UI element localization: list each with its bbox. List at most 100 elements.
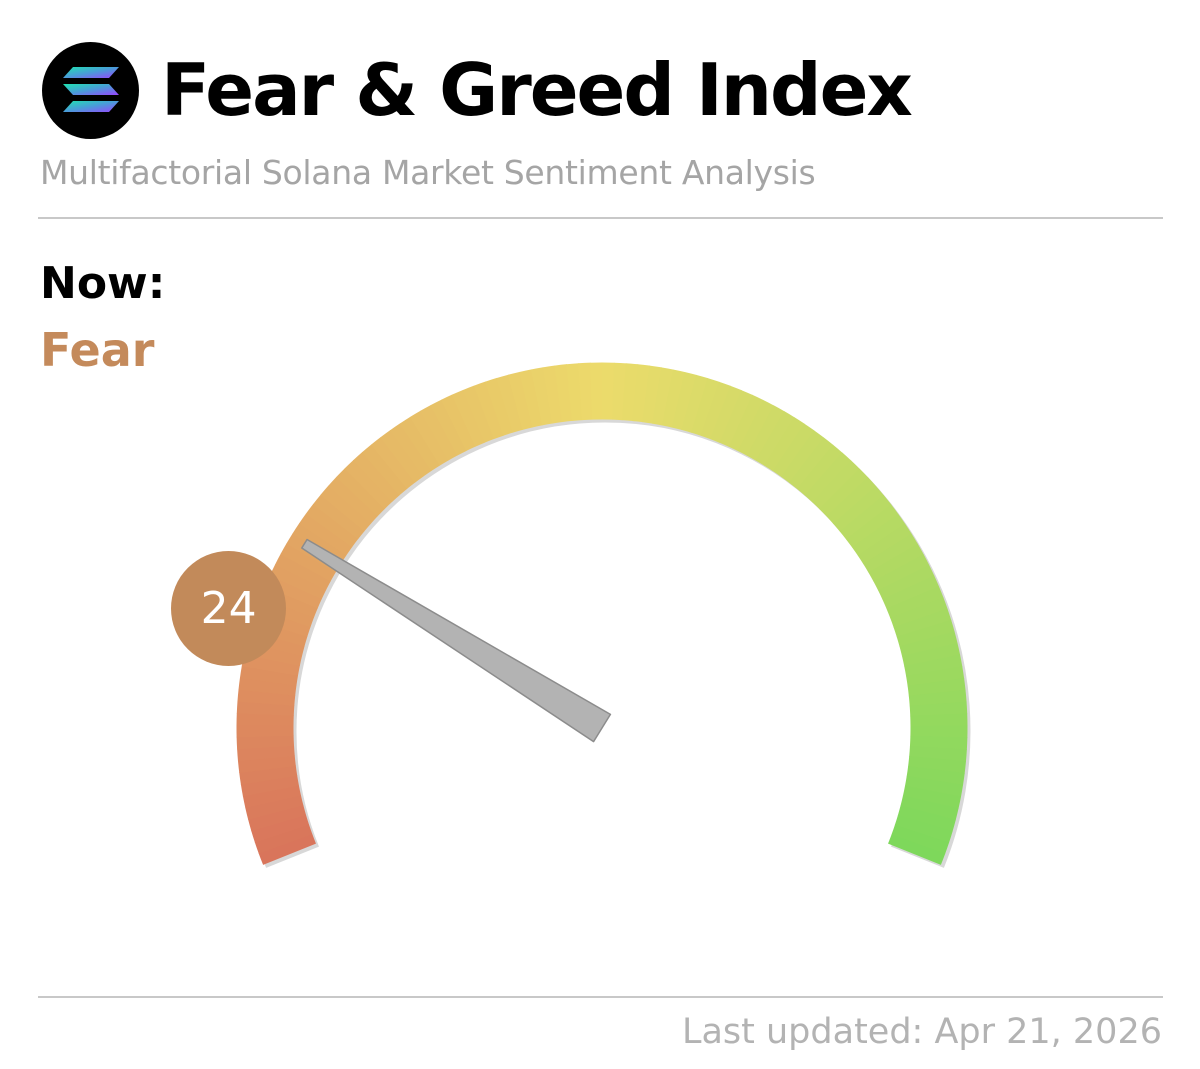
gauge-arc-segment — [746, 405, 785, 461]
gauge-arc-segment — [312, 494, 365, 540]
gauge-arc-segment — [236, 735, 295, 750]
gauge-arc-segment — [238, 677, 297, 696]
gauge-arc-segment — [897, 805, 956, 832]
gauge-arc-segment — [904, 775, 964, 798]
last-updated: Last updated: Apr 21, 2026 — [681, 1012, 1162, 1052]
gauge-arc-segment — [632, 364, 651, 423]
gauge-arc-segment — [908, 755, 966, 774]
gauge-arc-segment — [910, 725, 968, 738]
gauge-arc-segment — [642, 365, 662, 424]
gauge-arc-segment — [473, 381, 504, 440]
gauge-arc-segment — [789, 437, 834, 490]
gauge-arc-segment — [812, 460, 860, 510]
gauge-arc-segment — [910, 713, 968, 727]
gauge-arc-segment — [236, 712, 294, 726]
gauge-arc-segment — [239, 665, 299, 686]
gauge-arc-segment — [298, 513, 353, 556]
gauge-arc-segment — [399, 416, 441, 472]
gauge-arc-segment — [485, 377, 514, 436]
gauge-arc-segment — [781, 430, 825, 484]
gauge-arc-segment — [236, 724, 294, 738]
gauge-arc-segment — [320, 485, 372, 532]
gauge-arc-segment — [890, 597, 948, 628]
gauge-arc-segment — [612, 362, 627, 421]
gauge-arc-segment — [886, 586, 944, 619]
gauge-arc-segment — [258, 833, 316, 865]
gauge-arc-segment — [661, 369, 686, 428]
gauge-arc-segment — [622, 363, 639, 422]
gauge-arc-segment — [700, 381, 731, 440]
gauge-arc-segment — [906, 666, 965, 687]
gauge-arc-segment — [868, 543, 924, 582]
gauge-arc-segment — [239, 765, 298, 785]
gauge-arc-segment — [251, 814, 310, 843]
gauge-needle — [301, 538, 612, 743]
solana-logo-icon — [42, 41, 139, 139]
gauge-arc-segment — [240, 775, 299, 797]
gauge-arc-segment — [519, 369, 543, 428]
gauge-arc-segment — [274, 553, 331, 591]
gauge-arc-segment — [691, 378, 720, 436]
gauge-arc-segment — [833, 485, 885, 532]
gauge-arc-segment — [344, 459, 393, 510]
gauge-arc-segment — [305, 503, 359, 548]
gauge-arc-segment — [845, 504, 899, 548]
page-title: Fear & Greed Index — [161, 48, 913, 132]
gauge-arc-segment — [873, 554, 930, 591]
gauge-arc-segment — [237, 689, 296, 706]
gauge-arc-segment — [269, 564, 327, 600]
gauge-arc-segment — [896, 619, 955, 647]
gauge-arc-segment — [826, 477, 877, 525]
gauge-arc-segment — [409, 410, 449, 466]
gauge-arc-segment — [839, 495, 892, 540]
gauge-arc-segment — [531, 367, 553, 426]
gauge-arc-segment — [796, 444, 843, 496]
gauge-arc-segment — [671, 371, 697, 431]
gauge-arc-segment — [245, 795, 304, 820]
gauge-arc-segment — [389, 423, 432, 477]
gauge-arc-segment — [578, 362, 593, 421]
gauge-arc-segment — [496, 374, 523, 433]
gauge-arc-segment — [710, 385, 742, 443]
gauge-arc-segment — [764, 417, 805, 472]
header: Fear & Greed Index — [40, 40, 913, 140]
gauge-arc-segment — [909, 735, 968, 750]
gauge-arc-segment — [906, 765, 965, 786]
gauge-arc-segment — [719, 390, 753, 447]
gauge-arc-segment — [361, 444, 408, 496]
gauge-arc-segment — [863, 533, 918, 573]
gauge-arc-segment — [894, 815, 953, 844]
gauge-arc-segment — [590, 362, 603, 420]
gauge-arc-segment — [878, 564, 935, 600]
gauge-arc-segment — [237, 755, 296, 773]
gauge-arc-segment — [728, 394, 764, 452]
gauge-arc-segment — [891, 824, 950, 855]
gauge-arc-segment — [652, 367, 674, 426]
gauge-arc-segment — [237, 745, 295, 762]
value-label: 24 — [200, 582, 257, 634]
header-divider — [38, 217, 1163, 219]
gauge-arc-segment — [280, 543, 336, 582]
gauge-arc-segment — [852, 513, 906, 556]
gauge-arc-segment — [248, 804, 307, 832]
gauge-arc-segment — [909, 701, 968, 717]
gauge-arc-segment — [254, 824, 313, 854]
gauge-arc-segment — [542, 365, 563, 424]
gauge-arc-segment — [602, 362, 615, 420]
gauge-arc-segment — [507, 371, 533, 430]
gauge-arc-segment — [882, 575, 940, 609]
gauge-arc-segment — [353, 452, 400, 503]
gauge-arc-segment — [462, 385, 495, 443]
gauge-arc-segment — [888, 834, 946, 865]
gauge-arc-segment — [241, 653, 300, 676]
value-badge: 24 — [171, 550, 287, 666]
gauge-arc-segment — [902, 785, 962, 809]
gauge-arc-segment — [681, 374, 709, 433]
gauge-arc-segment — [737, 399, 775, 456]
gauge-arc-segment — [819, 468, 869, 517]
gauge-arc-segment — [899, 631, 958, 657]
gauge-arc-segment — [451, 389, 485, 447]
gauge-arc — [236, 362, 968, 865]
gauge-arc-segment — [904, 654, 963, 677]
gauge-arc-segment — [236, 701, 295, 716]
